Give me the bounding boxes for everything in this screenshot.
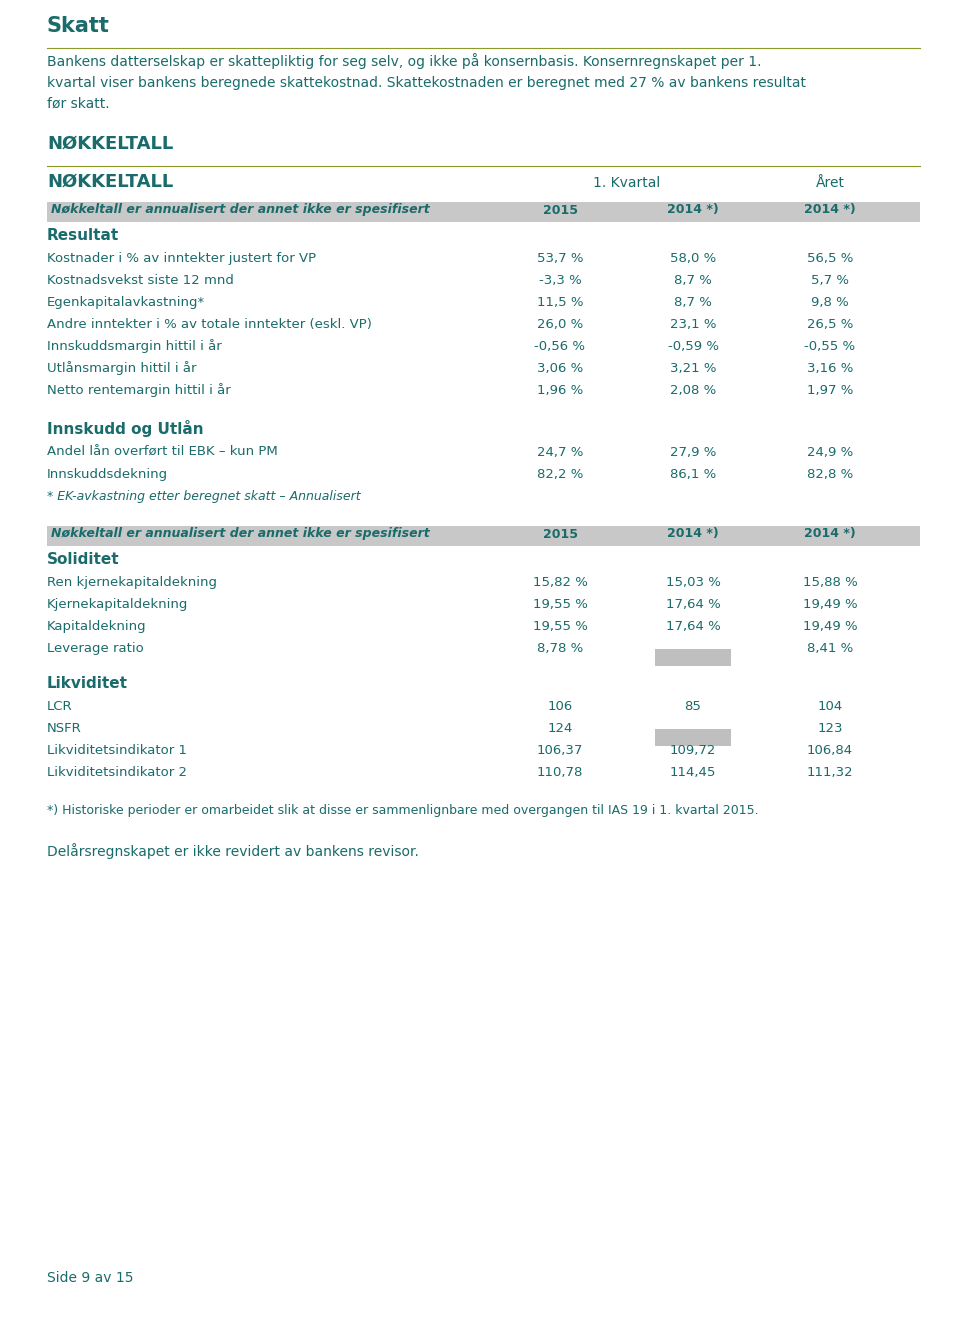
Text: 1,96 %: 1,96 % xyxy=(537,383,583,397)
Text: 9,8 %: 9,8 % xyxy=(811,296,849,309)
Text: 15,82 %: 15,82 % xyxy=(533,576,588,590)
Text: 85: 85 xyxy=(684,701,702,713)
Text: 111,32: 111,32 xyxy=(806,765,853,779)
Text: Innskuddsdekning: Innskuddsdekning xyxy=(47,468,168,481)
Text: 15,88 %: 15,88 % xyxy=(803,576,857,590)
Text: 19,49 %: 19,49 % xyxy=(803,620,857,633)
Text: Nøkkeltall er annualisert der annet ikke er spesifisert: Nøkkeltall er annualisert der annet ikke… xyxy=(51,527,430,541)
Text: -3,3 %: -3,3 % xyxy=(539,274,582,287)
Text: 2,08 %: 2,08 % xyxy=(670,383,716,397)
Text: Kjernekapitaldekning: Kjernekapitaldekning xyxy=(47,598,188,611)
Text: 26,5 %: 26,5 % xyxy=(806,319,853,330)
Text: Bankens datterselskap er skattepliktig for seg selv, og ikke på konsernbasis. Ko: Bankens datterselskap er skattepliktig f… xyxy=(47,53,761,69)
Text: 114,45: 114,45 xyxy=(670,765,716,779)
Text: Likviditetsindikator 2: Likviditetsindikator 2 xyxy=(47,765,187,779)
Text: 17,64 %: 17,64 % xyxy=(665,620,720,633)
Text: 2014 *): 2014 *) xyxy=(804,527,856,541)
Text: Året: Året xyxy=(815,176,845,190)
Text: 19,49 %: 19,49 % xyxy=(803,598,857,611)
Text: 86,1 %: 86,1 % xyxy=(670,468,716,481)
Text: -0,55 %: -0,55 % xyxy=(804,340,855,353)
Text: 2014 *): 2014 *) xyxy=(667,204,719,217)
Text: Netto rentemargin hittil i år: Netto rentemargin hittil i år xyxy=(47,383,230,397)
Text: 104: 104 xyxy=(817,701,843,713)
Text: Innskudd og Utlån: Innskudd og Utlån xyxy=(47,420,204,438)
Text: 8,41 %: 8,41 % xyxy=(806,642,853,654)
Text: 11,5 %: 11,5 % xyxy=(537,296,584,309)
Text: 19,55 %: 19,55 % xyxy=(533,620,588,633)
Text: 106,37: 106,37 xyxy=(537,744,583,758)
Bar xyxy=(47,202,920,222)
Text: Leverage ratio: Leverage ratio xyxy=(47,642,144,654)
Text: Kostnader i % av inntekter justert for VP: Kostnader i % av inntekter justert for V… xyxy=(47,253,316,264)
Text: LCR: LCR xyxy=(47,701,73,713)
Text: Andel lån overført til EBK – kun PM: Andel lån overført til EBK – kun PM xyxy=(47,446,277,459)
Text: 82,2 %: 82,2 % xyxy=(537,468,583,481)
Text: 1. Kvartal: 1. Kvartal xyxy=(593,176,660,190)
Text: Andre inntekter i % av totale inntekter (eskl. VP): Andre inntekter i % av totale inntekter … xyxy=(47,319,372,330)
Text: -0,59 %: -0,59 % xyxy=(667,340,718,353)
Text: 1,97 %: 1,97 % xyxy=(806,383,853,397)
Text: Soliditet: Soliditet xyxy=(47,553,120,567)
Bar xyxy=(655,728,731,746)
Text: Likviditet: Likviditet xyxy=(47,676,128,691)
Text: 110,78: 110,78 xyxy=(537,765,583,779)
Text: 2015: 2015 xyxy=(542,527,578,541)
Text: 27,9 %: 27,9 % xyxy=(670,446,716,459)
Text: Ren kjernekapitaldekning: Ren kjernekapitaldekning xyxy=(47,576,217,590)
Text: Innskuddsmargin hittil i år: Innskuddsmargin hittil i år xyxy=(47,338,222,353)
Text: kvartal viser bankens beregnede skattekostnad. Skattekostnaden er beregnet med 2: kvartal viser bankens beregnede skatteko… xyxy=(47,75,806,90)
Text: 23,1 %: 23,1 % xyxy=(670,319,716,330)
Text: NSFR: NSFR xyxy=(47,722,82,735)
Text: 2014 *): 2014 *) xyxy=(667,527,719,541)
Text: 123: 123 xyxy=(817,722,843,735)
Text: 82,8 %: 82,8 % xyxy=(806,468,853,481)
Text: 24,7 %: 24,7 % xyxy=(537,446,583,459)
Text: 53,7 %: 53,7 % xyxy=(537,253,584,264)
Text: 8,7 %: 8,7 % xyxy=(674,274,712,287)
Text: 24,9 %: 24,9 % xyxy=(806,446,853,459)
Bar xyxy=(655,649,731,666)
Text: 56,5 %: 56,5 % xyxy=(806,253,853,264)
Text: 2014 *): 2014 *) xyxy=(804,204,856,217)
Text: NØKKELTALL: NØKKELTALL xyxy=(47,173,173,190)
Text: NØKKELTALL: NØKKELTALL xyxy=(47,135,173,153)
Text: 8,78 %: 8,78 % xyxy=(537,642,583,654)
Text: *) Historiske perioder er omarbeidet slik at disse er sammenlignbare med overgan: *) Historiske perioder er omarbeidet sli… xyxy=(47,804,758,817)
Text: 5,7 %: 5,7 % xyxy=(811,274,849,287)
Text: Egenkapitalavkastning*: Egenkapitalavkastning* xyxy=(47,296,205,309)
Text: Nøkkeltall er annualisert der annet ikke er spesifisert: Nøkkeltall er annualisert der annet ikke… xyxy=(51,204,430,217)
Text: 8,7 %: 8,7 % xyxy=(674,296,712,309)
Text: 58,0 %: 58,0 % xyxy=(670,253,716,264)
Text: 2015: 2015 xyxy=(542,204,578,217)
Text: Skatt: Skatt xyxy=(47,16,109,36)
Text: 3,16 %: 3,16 % xyxy=(806,362,853,375)
Text: Delårsregnskapet er ikke revidert av bankens revisor.: Delårsregnskapet er ikke revidert av ban… xyxy=(47,843,419,859)
Text: 19,55 %: 19,55 % xyxy=(533,598,588,611)
Text: 3,21 %: 3,21 % xyxy=(670,362,716,375)
Text: før skatt.: før skatt. xyxy=(47,97,109,111)
Text: * EK-avkastning etter beregnet skatt – Annualisert: * EK-avkastning etter beregnet skatt – A… xyxy=(47,490,361,502)
Text: Side 9 av 15: Side 9 av 15 xyxy=(47,1270,133,1285)
Text: Likviditetsindikator 1: Likviditetsindikator 1 xyxy=(47,744,187,758)
Text: 17,64 %: 17,64 % xyxy=(665,598,720,611)
Text: Resultat: Resultat xyxy=(47,227,119,243)
Text: 26,0 %: 26,0 % xyxy=(537,319,583,330)
Bar xyxy=(47,526,920,546)
Text: 124: 124 xyxy=(547,722,573,735)
Text: 15,03 %: 15,03 % xyxy=(665,576,720,590)
Text: 106,84: 106,84 xyxy=(807,744,853,758)
Text: -0,56 %: -0,56 % xyxy=(535,340,586,353)
Text: 3,06 %: 3,06 % xyxy=(537,362,583,375)
Text: Utlånsmargin hittil i år: Utlånsmargin hittil i år xyxy=(47,361,197,375)
Text: 106: 106 xyxy=(547,701,572,713)
Text: 109,72: 109,72 xyxy=(670,744,716,758)
Text: Kostnadsvekst siste 12 mnd: Kostnadsvekst siste 12 mnd xyxy=(47,274,234,287)
Text: Kapitaldekning: Kapitaldekning xyxy=(47,620,147,633)
